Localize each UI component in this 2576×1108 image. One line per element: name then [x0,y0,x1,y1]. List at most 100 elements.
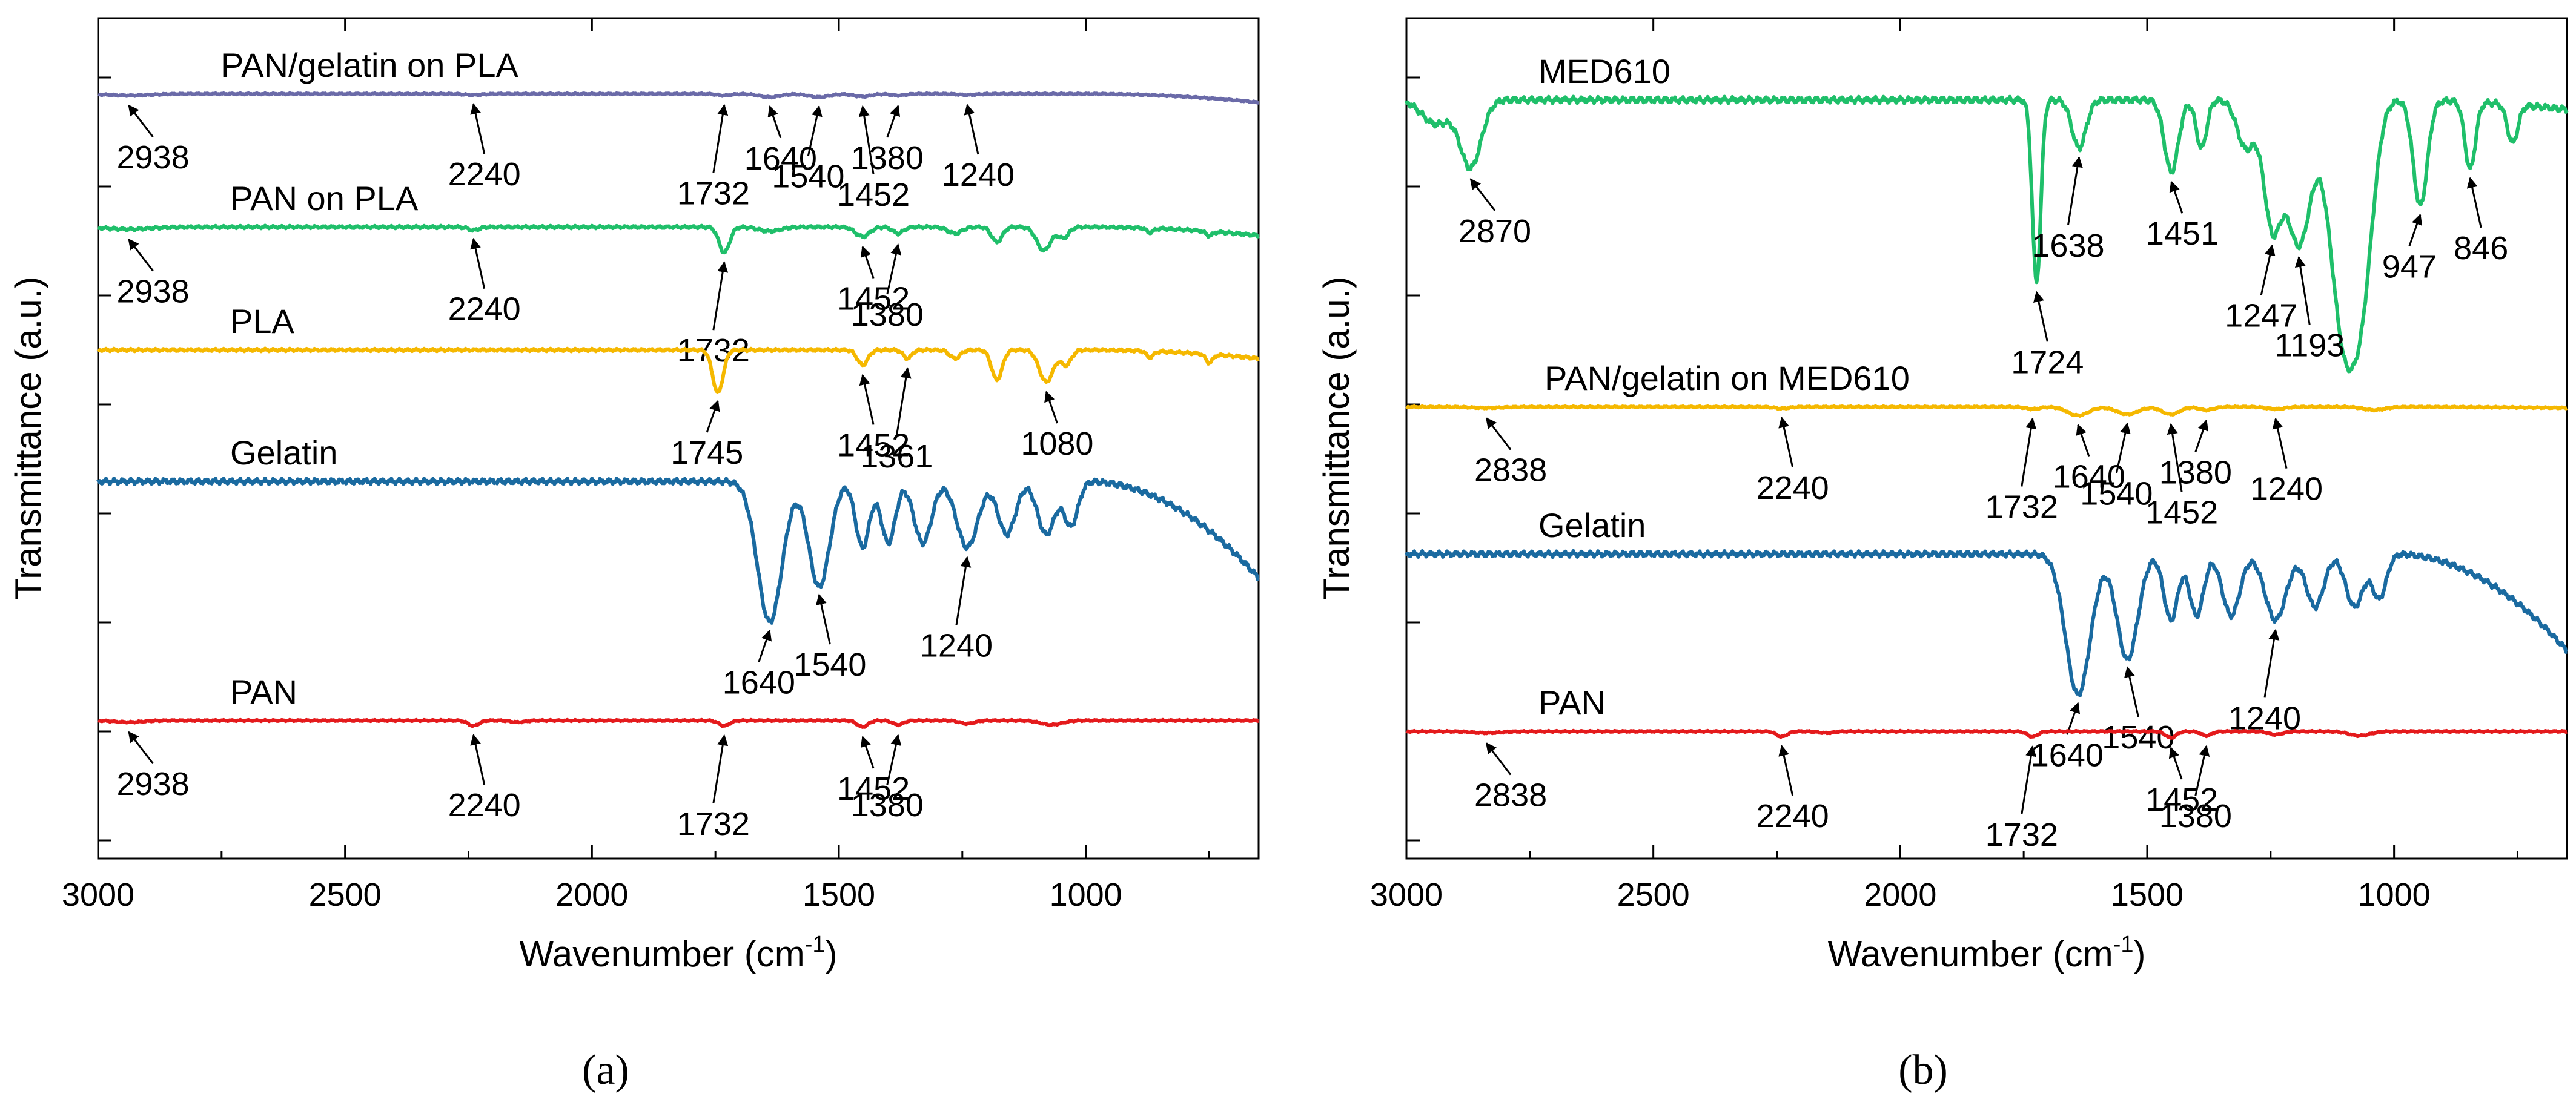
peak-label: 1745 [670,435,743,471]
peak-arrow [2124,666,2139,717]
peak-arrow [860,736,875,769]
x-axis-label: Wavenumber (cm-1) [520,932,838,974]
series-name: PAN/gelatin on MED610 [1545,359,1910,397]
peak-label: 1380 [2159,454,2232,490]
series-line [96,223,1260,255]
peak-arrow [2021,417,2037,487]
peak-label: 1240 [920,627,993,664]
peak-label: 2938 [116,139,189,176]
peak-label: 2240 [448,787,521,823]
x-tick-label: 3000 [1370,877,1443,913]
peak-label: 2240 [448,156,521,193]
peak-arrow [470,237,486,289]
x-axis-label-sup: -1 [805,932,826,957]
x-tick-label: 2000 [555,877,628,913]
peak-arrow [807,105,823,156]
peak-arrow [1485,417,1512,450]
peak-arrow [2169,180,2184,214]
plot-frame [97,17,1260,860]
peak-label: 947 [2382,249,2437,285]
peak-label: 1540 [793,647,866,683]
peak-arrow [1778,745,1794,796]
peak-label: 1193 [2274,328,2345,364]
peak-label: 1452 [2145,495,2218,531]
x-axis-label-end: ) [826,934,838,974]
peak-arrow [470,734,486,785]
peak-label: 2938 [116,273,189,309]
peak-arrow [758,629,772,662]
peak-label: 1540 [772,159,844,195]
peak-arrow [2294,256,2311,325]
peak-arrow [2021,745,2037,815]
peak-arrow [712,734,729,804]
x-tick-label: 1000 [1050,877,1122,913]
y-axis-label: Transmittance (a.u.) [1316,277,1357,601]
peak-arrow [816,593,831,645]
peak-arrow [2076,423,2090,457]
series-name: PAN [1538,684,1606,722]
peak-arrow [1485,742,1512,776]
peak-arrow [2260,244,2276,295]
x-tick-label: 1500 [2111,877,2184,913]
peak-arrow [706,400,720,433]
x-tick-label: 3000 [62,877,134,913]
peak-arrow [886,105,901,138]
peak-label: 1240 [2250,471,2323,507]
x-tick-label: 2000 [1864,877,1936,913]
peak-arrow [964,104,979,155]
peak-label: 1540 [2080,476,2153,512]
peak-label: 1452 [837,177,910,213]
peak-arrow [2067,156,2083,226]
x-axis-label-end: ) [2134,934,2146,974]
peak-arrow [2168,747,2183,780]
x-axis-label-main: Wavenumber (cm [1828,934,2113,974]
peak-label: 1451 [2146,216,2219,252]
peak-label: 1452 [2145,782,2218,818]
peak-label: 2838 [1474,777,1547,813]
y-axis-label: Transmittance (a.u.) [8,277,48,601]
peak-label: 1452 [837,281,910,317]
peak-label: 2240 [1757,798,1829,834]
peak-arrow [2194,745,2210,796]
peak-arrow [886,243,902,295]
series-line [96,476,1260,625]
series-line [96,346,1260,394]
peak-arrow [2408,213,2423,247]
x-tick-label: 2500 [1617,877,1690,913]
series-name: Gelatin [1538,506,1646,544]
x-tick-label: 1000 [2358,877,2431,913]
series-name: PAN [230,673,297,711]
peak-arrow [128,238,154,272]
peak-arrow [2272,417,2288,469]
x-axis-label-sup: -1 [2113,932,2134,957]
series-line [1405,549,2568,697]
peak-label: 1380 [851,297,924,333]
peak-arrow [2194,419,2209,452]
series-line [1405,404,2568,418]
peak-arrow [1778,417,1794,468]
peak-arrow [886,734,902,785]
peak-label: 2838 [1474,452,1547,489]
peak-arrow [895,367,912,437]
peak-label: 1380 [2159,798,2232,834]
peak-label: 2240 [448,291,521,328]
peak-label: 1638 [2031,228,2104,264]
series-name: PAN on PLA [230,179,419,217]
peak-arrow [1469,178,1496,211]
peak-arrow [2115,422,2131,473]
peak-label: 1380 [851,140,924,176]
peak-arrow [767,105,782,139]
series-name: PAN/gelatin on PLA [221,46,518,84]
peak-label: 1240 [942,157,1015,193]
series-name: MED610 [1538,52,1670,90]
series-name: Gelatin [230,434,337,472]
peak-label: 2870 [1459,213,1531,249]
peak-label: 1452 [837,771,910,807]
x-axis-label: Wavenumber (cm-1) [1828,932,2146,974]
peak-label: 1724 [2011,344,2084,380]
peak-label: 1640 [723,664,795,701]
series-line [1405,94,2569,374]
series-line [1405,728,2568,740]
peak-arrow [2033,291,2048,342]
peak-label: 1732 [677,806,750,842]
